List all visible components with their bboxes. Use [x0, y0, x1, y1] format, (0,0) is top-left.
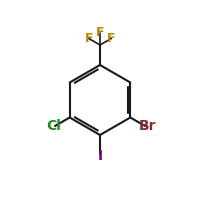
Text: I: I	[97, 149, 103, 163]
Text: F: F	[96, 26, 104, 39]
Text: Br: Br	[138, 119, 156, 133]
Text: F: F	[84, 32, 93, 45]
Text: Cl: Cl	[47, 119, 61, 133]
Text: F: F	[107, 32, 116, 45]
